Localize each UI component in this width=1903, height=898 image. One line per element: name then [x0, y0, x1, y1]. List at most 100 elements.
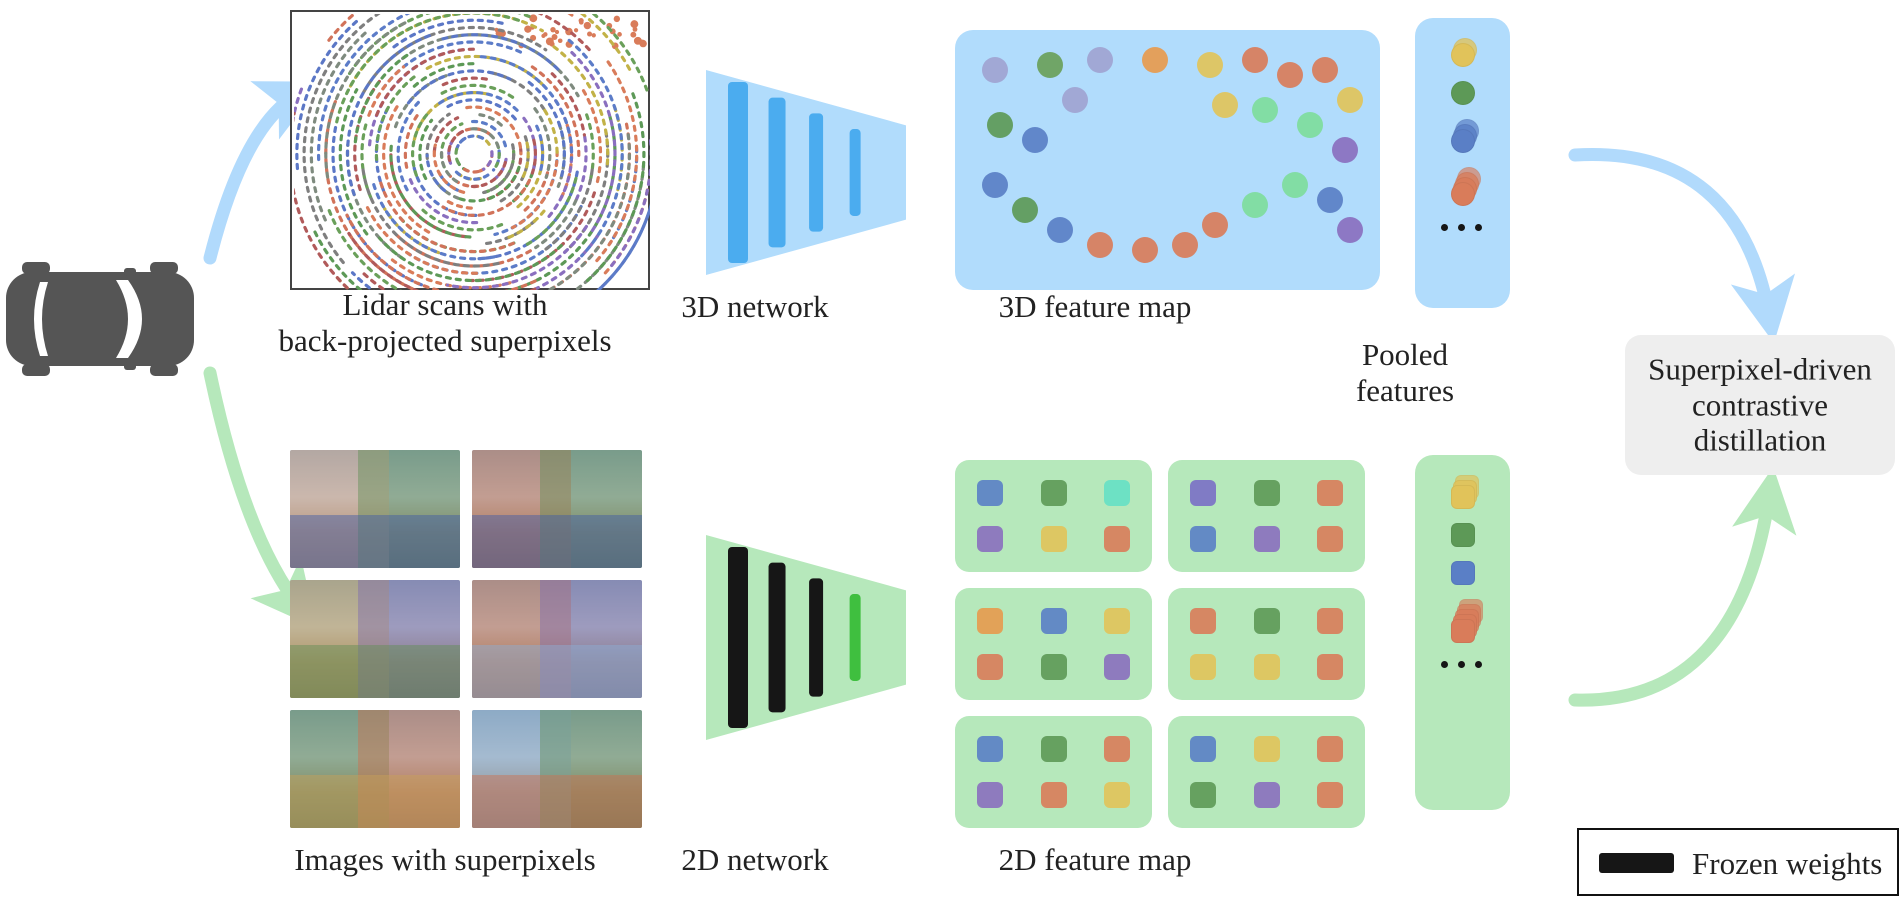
feature-cell	[955, 588, 1152, 700]
output-box: Superpixel-driven contrastive distillati…	[1625, 335, 1895, 475]
feature-square	[977, 608, 1003, 634]
feature-square	[1041, 654, 1067, 680]
feature-dot	[982, 57, 1008, 83]
feature-dot	[1297, 112, 1323, 138]
feature-square	[1190, 654, 1216, 680]
fmap3d-label: 3D feature map	[955, 289, 1235, 325]
frozen-weights-icon	[1599, 853, 1674, 873]
fmap2d-label: 2D feature map	[955, 842, 1235, 878]
feature-cell	[1168, 588, 1365, 700]
feature-cell	[955, 460, 1152, 572]
feature-square	[1317, 782, 1343, 808]
feature-square	[1190, 480, 1216, 506]
feature-dot	[1242, 47, 1268, 73]
feature-dot	[1037, 52, 1063, 78]
feature-square	[1041, 480, 1067, 506]
lidar-label: Lidar scans with back-projected superpix…	[260, 287, 630, 358]
feature-dot	[1087, 232, 1113, 258]
feature-cell	[1168, 716, 1365, 828]
feature-dot	[1012, 197, 1038, 223]
pooled-token	[1451, 523, 1475, 547]
pooled-token	[1451, 129, 1475, 153]
image-thumb	[290, 450, 460, 568]
feature-square	[1190, 782, 1216, 808]
feature-square	[1317, 526, 1343, 552]
feature-dot	[1212, 92, 1238, 118]
feature-dot	[1197, 52, 1223, 78]
feature-dot	[1317, 187, 1343, 213]
output-label: Superpixel-driven contrastive distillati…	[1625, 352, 1895, 459]
legend-label: Frozen weights	[1692, 846, 1889, 882]
feature-square	[1104, 526, 1130, 552]
pooled-token	[1451, 182, 1475, 206]
lidar-panel	[290, 10, 650, 290]
feature-square	[977, 654, 1003, 680]
feature-square	[977, 782, 1003, 808]
feature-square	[1190, 736, 1216, 762]
feature-dot	[1242, 192, 1268, 218]
feature-square	[1041, 526, 1067, 552]
feature-dot	[1202, 212, 1228, 238]
feature-square	[1104, 782, 1130, 808]
feature-square	[1254, 608, 1280, 634]
images-panel	[290, 450, 642, 828]
feature-square	[1104, 480, 1130, 506]
feature-dot	[1087, 47, 1113, 73]
ellipsis-dot	[1475, 224, 1482, 231]
ellipsis-dot	[1441, 224, 1448, 231]
feature-square	[1317, 480, 1343, 506]
image-thumb	[290, 710, 460, 828]
feature-square	[1104, 654, 1130, 680]
images-label: Images with superpixels	[260, 842, 630, 878]
image-thumb	[472, 580, 642, 698]
feature-square	[1254, 654, 1280, 680]
feature-dot	[1312, 57, 1338, 83]
feature-square	[1104, 736, 1130, 762]
pooled-features-2d	[1415, 455, 1510, 810]
feature-dot	[1337, 217, 1363, 243]
car-icon	[6, 262, 194, 376]
vector-layer	[0, 0, 1903, 898]
legend-box: Frozen weights	[1577, 828, 1899, 896]
feature-square	[1254, 782, 1280, 808]
feature-square	[1104, 608, 1130, 634]
pooled-token	[1451, 561, 1475, 585]
pooled-token	[1451, 485, 1475, 509]
feature-cell	[1168, 460, 1365, 572]
ellipsis-dot	[1458, 661, 1465, 668]
feature-dot	[1047, 217, 1073, 243]
pooled-token	[1451, 81, 1475, 105]
feature-square	[977, 526, 1003, 552]
ellipsis-dot	[1441, 661, 1448, 668]
feature-dot	[1332, 137, 1358, 163]
pooled-features-3d	[1415, 18, 1510, 308]
feature-dot	[982, 172, 1008, 198]
feature-dot	[1172, 232, 1198, 258]
feature-dot	[1277, 62, 1303, 88]
feature-dot	[987, 112, 1013, 138]
feature-map-2d	[955, 460, 1365, 828]
feature-dot	[1062, 87, 1088, 113]
feature-square	[1041, 782, 1067, 808]
feature-dot	[1337, 87, 1363, 113]
feature-square	[977, 736, 1003, 762]
net2d-label: 2D network	[655, 842, 855, 878]
feature-map-3d	[955, 30, 1380, 290]
image-thumb	[290, 580, 460, 698]
pooled-token	[1451, 619, 1475, 643]
net3d-label: 3D network	[655, 289, 855, 325]
image-thumb	[472, 710, 642, 828]
pooled-label: Pooled features	[1320, 337, 1490, 408]
feature-square	[1317, 736, 1343, 762]
feature-square	[1254, 526, 1280, 552]
feature-square	[1190, 526, 1216, 552]
feature-square	[1190, 608, 1216, 634]
pooled-token	[1451, 43, 1475, 67]
feature-dot	[1022, 127, 1048, 153]
ellipsis-dot	[1458, 224, 1465, 231]
feature-dot	[1252, 97, 1278, 123]
feature-cell	[955, 716, 1152, 828]
feature-dot	[1142, 47, 1168, 73]
feature-square	[1317, 654, 1343, 680]
feature-dot	[1282, 172, 1308, 198]
